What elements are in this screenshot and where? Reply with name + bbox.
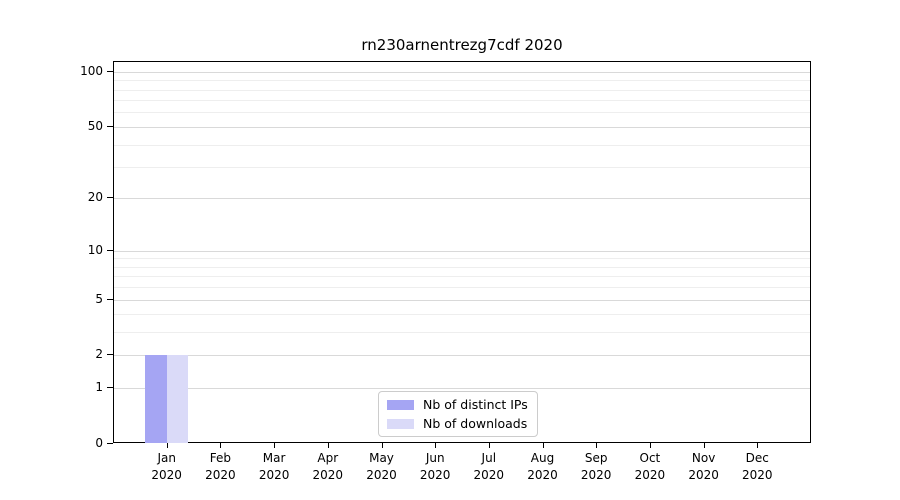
minor-gridline <box>114 100 810 102</box>
minor-gridline <box>114 167 810 168</box>
plot-area <box>113 61 811 443</box>
y-tick-mark <box>107 354 113 356</box>
x-tick-mark <box>488 443 490 448</box>
x-tick-mark <box>435 443 437 448</box>
x-tick-mark <box>757 443 759 448</box>
legend: Nb of distinct IPs Nb of downloads <box>378 391 538 437</box>
minor-gridline <box>114 314 810 316</box>
major-gridline <box>114 388 810 390</box>
minor-gridline <box>114 258 810 260</box>
major-gridline <box>114 71 810 73</box>
y-tick-mark <box>107 70 113 72</box>
y-tick-label: 1 <box>95 380 103 395</box>
minor-gridline <box>114 276 810 278</box>
y-tick-mark <box>107 443 113 444</box>
minor-gridline <box>114 266 810 268</box>
major-gridline <box>114 299 810 301</box>
x-tick-label-nov: Nov 2020 <box>688 451 719 482</box>
x-tick-mark <box>166 443 168 448</box>
minor-gridline <box>114 80 810 82</box>
y-tick-mark <box>107 387 113 389</box>
x-tick-mark <box>274 443 276 448</box>
y-tick-mark <box>107 197 113 199</box>
legend-swatch-distinct-ips <box>387 399 414 410</box>
x-tick-label-dec: Dec 2020 <box>742 451 773 482</box>
y-tick-label: 20 <box>87 190 103 205</box>
x-tick-label-feb: Feb 2020 <box>205 451 236 482</box>
x-tick-mark <box>649 443 651 448</box>
legend-swatch-downloads <box>387 418 414 429</box>
y-tick-label: 2 <box>95 347 103 362</box>
major-gridline <box>114 198 810 200</box>
x-tick-mark <box>327 443 329 448</box>
y-tick-label: 0 <box>95 436 103 450</box>
y-tick-label: 50 <box>87 118 103 133</box>
y-tick-mark <box>107 298 113 300</box>
chart-title: rn230arnentrezg7cdf 2020 <box>361 36 563 54</box>
minor-gridline <box>114 332 810 334</box>
x-tick-label-jun: Jun 2020 <box>419 451 451 482</box>
major-gridline <box>114 355 810 357</box>
bar-jan-downloads <box>166 355 189 443</box>
minor-gridline <box>114 89 810 91</box>
legend-entry-distinct-ips: Nb of distinct IPs <box>387 397 528 412</box>
y-tick-label: 100 <box>80 63 103 78</box>
x-tick-mark <box>596 443 598 448</box>
x-tick-label-jul: Jul 2020 <box>473 451 505 482</box>
minor-gridline <box>114 112 810 114</box>
y-tick-label: 10 <box>87 242 103 257</box>
legend-label-downloads: Nb of downloads <box>423 416 528 431</box>
x-tick-label-jan: Jan 2020 <box>151 451 182 482</box>
minor-gridline <box>114 144 810 146</box>
x-tick-label-mar: Mar 2020 <box>258 451 290 482</box>
legend-entry-downloads: Nb of downloads <box>387 416 528 431</box>
legend-label-distinct-ips: Nb of distinct IPs <box>423 397 528 412</box>
major-gridline <box>114 250 810 252</box>
x-tick-label-sep: Sep 2020 <box>580 451 612 482</box>
x-tick-mark <box>220 443 222 448</box>
y-tick-mark <box>107 125 113 127</box>
x-tick-label-may: May 2020 <box>366 451 397 482</box>
x-tick-label-apr: Apr 2020 <box>312 451 344 482</box>
x-tick-label-aug: Aug 2020 <box>527 451 558 482</box>
x-tick-label-oct: Oct 2020 <box>634 451 666 482</box>
bar-jan-distinct-ips <box>145 355 167 443</box>
y-tick-mark <box>107 249 113 251</box>
minor-gridline <box>114 287 810 289</box>
x-tick-mark <box>381 443 383 448</box>
y-tick-label: 5 <box>95 291 103 306</box>
major-gridline <box>114 126 810 128</box>
x-tick-mark <box>703 443 705 448</box>
x-tick-mark <box>542 443 544 448</box>
